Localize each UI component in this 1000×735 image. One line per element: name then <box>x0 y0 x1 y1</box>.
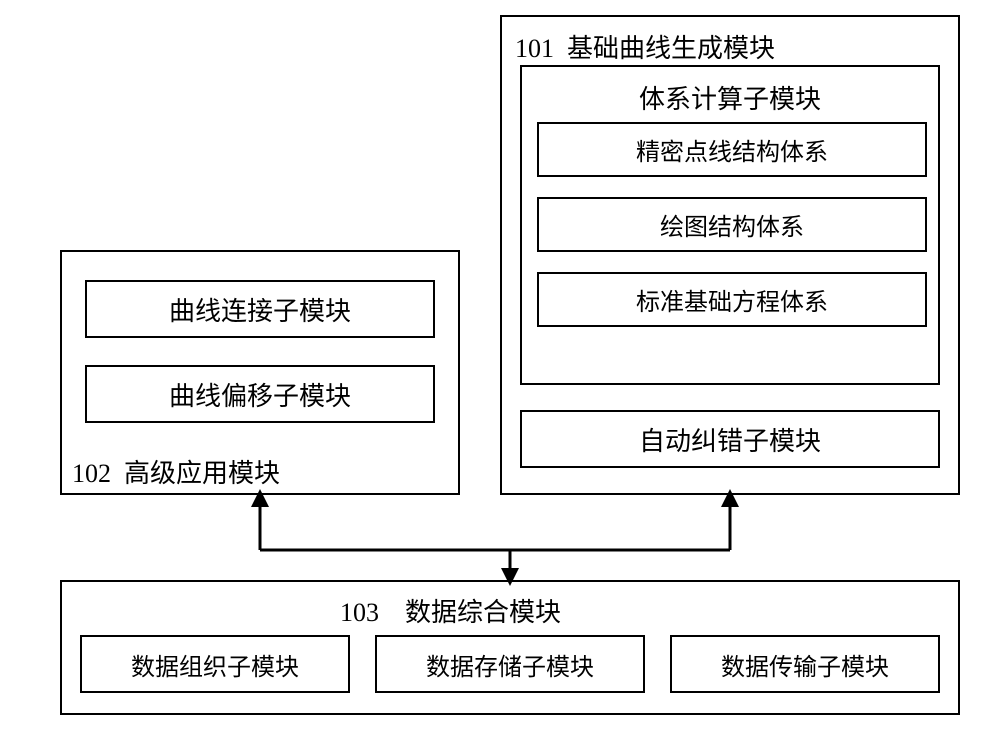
diagram-canvas: 101 基础曲线生成模块 体系计算子模块 精密点线结构体系 绘图结构体系 标准基… <box>0 0 1000 735</box>
connector-svg <box>0 0 1000 735</box>
